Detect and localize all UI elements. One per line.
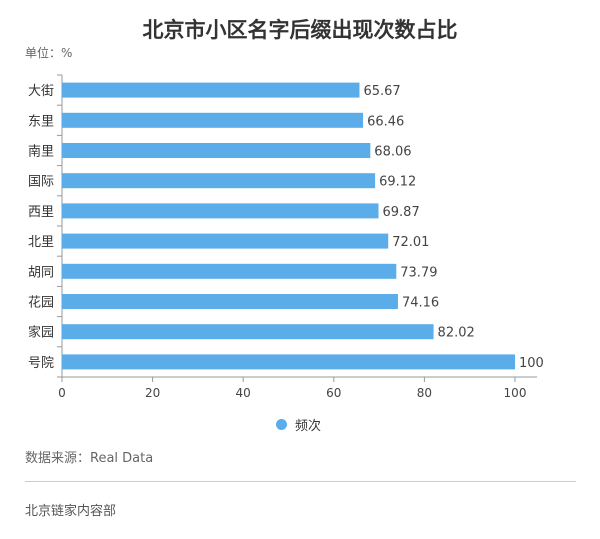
y-tick-label: 南里 [28,144,54,160]
bar [62,82,360,98]
unit-label: 单位：% [25,46,73,60]
data-label: 68.06 [374,145,411,160]
legend[interactable]: 频次 [276,415,321,434]
y-tick-label: 东里 [28,114,54,129]
data-label: 73.79 [400,265,437,280]
bar [62,112,364,128]
x-tick-label: 60 [326,386,341,400]
y-tick-label: 北里 [28,235,54,250]
data-label: 100 [519,356,544,371]
x-tick-label: 100 [504,386,527,400]
data-label: 66.46 [367,114,404,129]
data-label: 74.16 [402,296,439,311]
bar [62,143,371,158]
bar [62,324,434,340]
y-tick-label: 花园 [28,295,54,311]
data-source: 数据来源：Real Data [25,451,154,466]
chart-title: 北京市小区名字后缀出现次数占比 [142,18,458,42]
data-label: 82.02 [438,326,475,341]
bar [62,354,515,370]
bar [62,294,398,309]
x-tick-label: 0 [58,386,66,400]
x-tick-label: 20 [145,386,160,400]
data-label: 72.01 [392,235,429,250]
y-tick-label: 大街 [28,84,54,99]
data-label: 69.12 [379,175,416,190]
divider [25,481,576,482]
bar [62,173,376,189]
footer-credit: 北京链家内容部 [25,504,117,519]
y-tick-label: 家园 [28,325,54,341]
data-label: 65.67 [363,84,400,99]
y-tick-label: 西里 [28,205,54,220]
x-tick-label: 40 [236,386,251,400]
x-tick-label: 80 [417,386,432,400]
legend-label: 频次 [295,419,322,434]
legend-dot-icon [276,419,287,430]
bar [62,263,397,279]
bar-chart: 大街 65.67 东里 66.46 南里 68.06 国际 69.12 西里 69.87 北里 72.… [28,74,544,400]
y-tick-label: 胡同 [28,265,54,280]
bar [62,233,389,249]
y-tick-label: 号院 [28,356,54,371]
data-label: 69.87 [383,205,420,220]
y-tick-label: 国际 [28,175,54,190]
bar [62,203,379,219]
